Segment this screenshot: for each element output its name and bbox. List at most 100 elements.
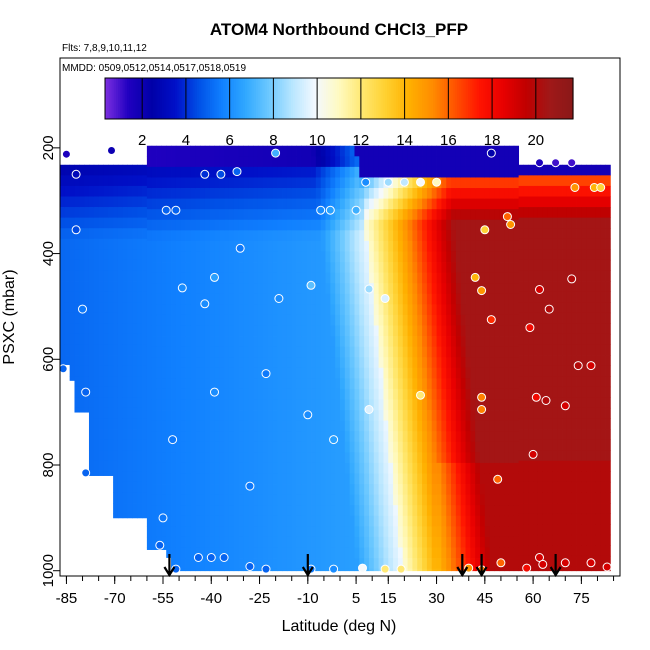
curtain-cell	[161, 198, 167, 210]
colorbar-swatch	[433, 78, 436, 119]
curtain-cell	[484, 325, 491, 337]
curtain-cell	[180, 240, 186, 252]
curtain-cell	[282, 145, 288, 157]
curtain-cell	[200, 230, 206, 242]
curtain-cell	[484, 367, 491, 379]
curtain-cell	[200, 325, 206, 337]
curtain-cell	[523, 481, 529, 493]
curtain-cell	[528, 545, 534, 557]
curtain-cell	[282, 166, 288, 178]
curtain-cell	[586, 439, 592, 451]
curtain-cell	[233, 177, 240, 189]
curtain-cell	[373, 536, 380, 548]
curtain-cell	[393, 568, 399, 572]
curtain-cell	[185, 304, 191, 316]
curtain-cell	[533, 555, 539, 567]
curtain-cell	[185, 378, 191, 390]
curtain-cell	[576, 238, 582, 250]
curtain-cell	[528, 471, 534, 483]
curtain-cell	[504, 325, 510, 337]
curtain-cell	[581, 270, 587, 282]
curtain-cell	[484, 568, 491, 572]
curtain-cell	[368, 325, 375, 337]
curtain-cell	[523, 376, 529, 388]
curtain-cell	[600, 555, 606, 567]
curtain-cell	[301, 240, 307, 252]
curtain-cell	[518, 503, 524, 515]
curtain-cell	[484, 515, 491, 527]
colorbar-swatch	[503, 78, 506, 119]
curtain-cell	[523, 249, 529, 261]
curtain-cell	[591, 259, 597, 271]
curtain-cell	[436, 188, 442, 199]
curtain-cell	[586, 481, 592, 493]
curtain-cell	[368, 388, 375, 400]
curtain-cell	[301, 219, 307, 231]
curtain-cell	[214, 283, 220, 295]
curtain-cell	[330, 209, 336, 221]
curtain-cell	[426, 251, 433, 263]
curtain-cell	[552, 323, 558, 335]
curtain-cell	[291, 558, 297, 569]
curtain-cell	[591, 545, 597, 557]
curtain-cell	[248, 156, 254, 168]
curtain-cell	[557, 302, 563, 314]
curtain-cell	[422, 283, 428, 295]
curtain-cell	[88, 355, 95, 367]
curtain-cell	[267, 272, 273, 284]
curtain-cell	[475, 346, 481, 358]
curtain-cell	[156, 378, 162, 390]
curtain-cell	[528, 492, 534, 504]
curtain-cell	[581, 164, 587, 176]
curtain-cell	[233, 536, 240, 548]
curtain-cell	[393, 441, 399, 453]
curtain-cell	[257, 473, 264, 485]
curtain-cell	[306, 505, 312, 517]
curtain-cell	[340, 526, 346, 538]
curtain-cell	[238, 410, 244, 421]
curtain-cell	[571, 386, 577, 398]
curtain-cell	[253, 262, 259, 273]
curtain-cell	[190, 357, 196, 369]
curtain-cell	[557, 397, 563, 409]
curtain-cell	[132, 323, 138, 335]
curtain-cell	[552, 460, 558, 472]
curtain-cell	[368, 526, 375, 538]
colorbar-swatch	[520, 78, 524, 119]
curtain-cell	[88, 323, 95, 335]
curtain-cell	[330, 441, 336, 453]
curtain-cell	[547, 281, 553, 293]
curtain-cell	[315, 314, 322, 326]
curtain-cell	[383, 494, 389, 506]
curtain-cell	[489, 526, 495, 538]
curtain-cell	[335, 484, 341, 495]
curtain-cell	[156, 515, 162, 527]
curtain-cell	[417, 230, 423, 242]
curtain-cell	[422, 536, 428, 548]
curtain-cell	[537, 492, 544, 504]
curtain-cell	[253, 452, 259, 464]
curtain-cell	[436, 336, 442, 347]
curtain-cell	[113, 175, 119, 187]
curtain-cell	[185, 188, 191, 199]
sample-marker	[358, 563, 367, 573]
curtain-cell	[552, 281, 558, 293]
curtain-cell	[103, 344, 109, 356]
curtain-cell	[397, 346, 404, 358]
curtain-cell	[311, 515, 317, 527]
curtain-cell	[60, 344, 66, 356]
curtain-cell	[595, 471, 602, 483]
colorbar-swatch	[356, 78, 360, 119]
curtain-cell	[214, 505, 220, 517]
curtain-cell	[373, 399, 380, 411]
curtain-cell	[209, 568, 215, 572]
curtain-cell	[330, 304, 336, 316]
curtain-cell	[484, 272, 491, 284]
curtain-cell	[171, 198, 177, 210]
curtain-cell	[431, 272, 437, 284]
curtain-cell	[460, 346, 466, 358]
curtain-cell	[393, 272, 399, 284]
curtain-cell	[142, 217, 148, 229]
curtain-cell	[311, 536, 317, 548]
curtain-cell	[122, 238, 128, 250]
